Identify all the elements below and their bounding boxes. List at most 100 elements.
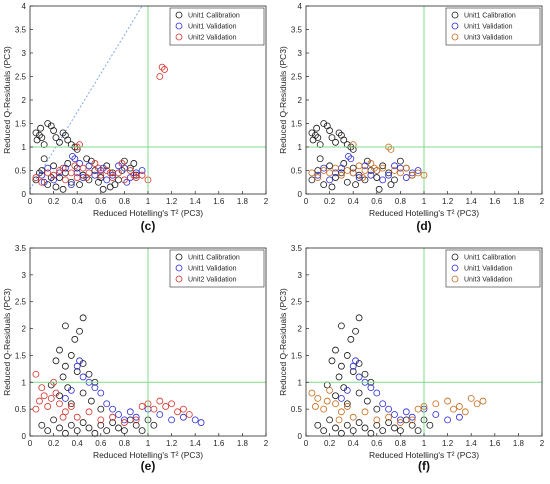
legend-marker [451, 22, 459, 30]
data-point [387, 145, 395, 153]
data-point [44, 120, 52, 127]
legend-marker [175, 22, 183, 30]
y-tick-label: 2.5 [291, 298, 303, 307]
data-point [328, 357, 336, 365]
legend-marker [451, 33, 459, 41]
x-tick-label: 2 [540, 197, 545, 206]
y-tick-label: 1 [22, 143, 27, 152]
data-point [50, 171, 57, 179]
y-tick-label: 1.5 [291, 120, 303, 129]
data-point [56, 424, 63, 432]
data-point [52, 357, 60, 365]
data-point [396, 427, 404, 435]
data-point [62, 394, 69, 402]
data-point [118, 167, 126, 174]
data-point [97, 389, 105, 397]
data-point [132, 413, 140, 421]
panel-caption: (e) [141, 459, 156, 473]
data-point [71, 162, 79, 170]
data-point [179, 413, 187, 421]
data-point [158, 63, 166, 71]
data-point [314, 394, 322, 402]
data-point [391, 162, 398, 170]
data-point [197, 419, 205, 426]
data-point [79, 389, 87, 397]
data-point [473, 400, 481, 408]
data-point [326, 169, 334, 177]
data-point [444, 397, 452, 405]
y-tick-label: 2.5 [15, 73, 27, 82]
data-point [126, 408, 134, 416]
x-tick-label: 1.6 [489, 197, 501, 206]
data-point [73, 368, 81, 375]
data-point [408, 421, 416, 429]
data-point [91, 171, 99, 179]
data-point [59, 164, 67, 172]
x-tick-label: 1.6 [489, 439, 501, 448]
data-point [79, 419, 87, 426]
y-tick-label: 3 [298, 271, 303, 280]
y-tick-label: 0.5 [15, 405, 27, 414]
data-point [50, 416, 57, 424]
data-point [44, 181, 52, 189]
y-tick-label: 3.5 [291, 244, 303, 253]
data-point [320, 167, 328, 174]
data-point [414, 167, 422, 174]
y-tick-label: 3.5 [291, 26, 303, 35]
data-point [379, 164, 387, 172]
data-point [79, 373, 87, 381]
data-point [335, 373, 343, 381]
x-tick-label: 1 [422, 197, 427, 206]
x-tick-label: 1.4 [466, 197, 478, 206]
x-tick-label: 2 [264, 197, 269, 206]
data-point [56, 169, 63, 177]
x-tick-label: 0.2 [48, 439, 60, 448]
data-point [349, 368, 357, 375]
x-tick-label: 0.2 [324, 197, 336, 206]
legend-marker [451, 11, 459, 19]
data-point [76, 181, 83, 189]
legend-marker [175, 33, 183, 41]
data-point [69, 152, 76, 160]
data-point [79, 171, 87, 179]
data-point [32, 370, 40, 378]
data-point [97, 405, 105, 413]
data-point [361, 408, 369, 416]
data-point [320, 181, 328, 189]
data-point [168, 416, 176, 424]
data-point [414, 427, 422, 435]
data-point [179, 405, 187, 413]
data-point [316, 141, 324, 149]
data-point [326, 127, 334, 134]
x-tick-label: 0.6 [95, 197, 107, 206]
chart-panel: 0 0.2 0.4 0.6 0.8 1 1.2 1.4 1.6 1.8 2 0 0.5 1 1.5 2 2.5 3… [2, 244, 269, 473]
data-point [138, 403, 146, 410]
data-point [52, 389, 60, 397]
data-point [314, 421, 322, 429]
chart-panel: 0 0.2 0.4 0.6 0.8 1 1.2 1.4 1.6 1.8 2 0 0.5 1 1.5 2 2.5 3… [2, 2, 269, 233]
data-point [332, 138, 339, 146]
data-point [156, 411, 164, 418]
data-point [314, 174, 322, 181]
data-point [150, 421, 158, 429]
data-point [345, 152, 352, 160]
x-tick-label: 1.8 [237, 439, 249, 448]
data-point [426, 421, 434, 429]
x-tick-label: 1.8 [513, 197, 525, 206]
data-point [91, 384, 99, 392]
data-point [56, 400, 63, 408]
data-point [121, 419, 128, 426]
data-point [103, 176, 111, 184]
data-point [109, 171, 116, 179]
data-point [347, 335, 355, 343]
chart-panel: 0 0.2 0.4 0.6 0.8 1 1.2 1.4 1.6 1.8 2 0 0.5 1 1.5 2 2.5 3… [278, 2, 545, 233]
data-point [37, 124, 45, 132]
x-tick-label: 0.4 [72, 439, 84, 448]
data-point [73, 413, 81, 421]
data-point [361, 176, 369, 184]
legend-entry: Unit2 Validation [188, 277, 237, 284]
data-point [36, 397, 43, 405]
data-point [95, 178, 102, 186]
data-point [337, 322, 345, 330]
data-point [352, 327, 359, 335]
